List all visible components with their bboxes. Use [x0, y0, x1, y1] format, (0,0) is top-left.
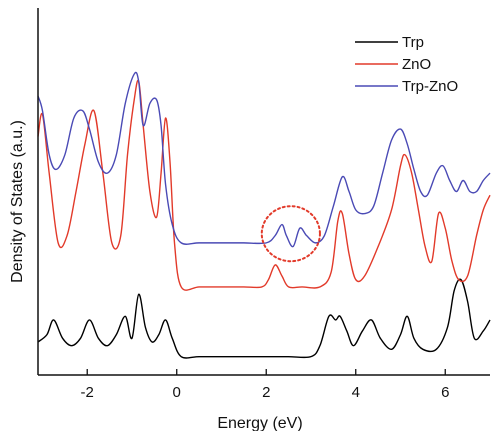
series-line-trp [37, 278, 491, 359]
plot-area [37, 71, 491, 359]
annotations [260, 205, 321, 263]
legend-label-trp-zno: Trp-ZnO [402, 78, 458, 95]
x-tick-label: 6 [441, 384, 449, 401]
x-axis-label: Energy (eV) [217, 415, 302, 431]
x-tick-label: 0 [173, 384, 181, 401]
x-tick-label: 4 [352, 384, 360, 401]
x-ticks: -2 0 2 4 6 [81, 369, 449, 401]
x-tick-label: 2 [262, 384, 270, 401]
legend-label-zno: ZnO [402, 56, 431, 73]
series-line-zno [37, 79, 491, 291]
series-line-trp-zno [37, 71, 491, 248]
legend: Trp ZnO Trp-ZnO [355, 34, 458, 95]
legend-label-trp: Trp [402, 34, 424, 51]
x-tick-label: -2 [81, 384, 94, 401]
highlight-ellipse [260, 205, 321, 263]
y-axis-label: Density of States (a.u.) [9, 120, 26, 283]
